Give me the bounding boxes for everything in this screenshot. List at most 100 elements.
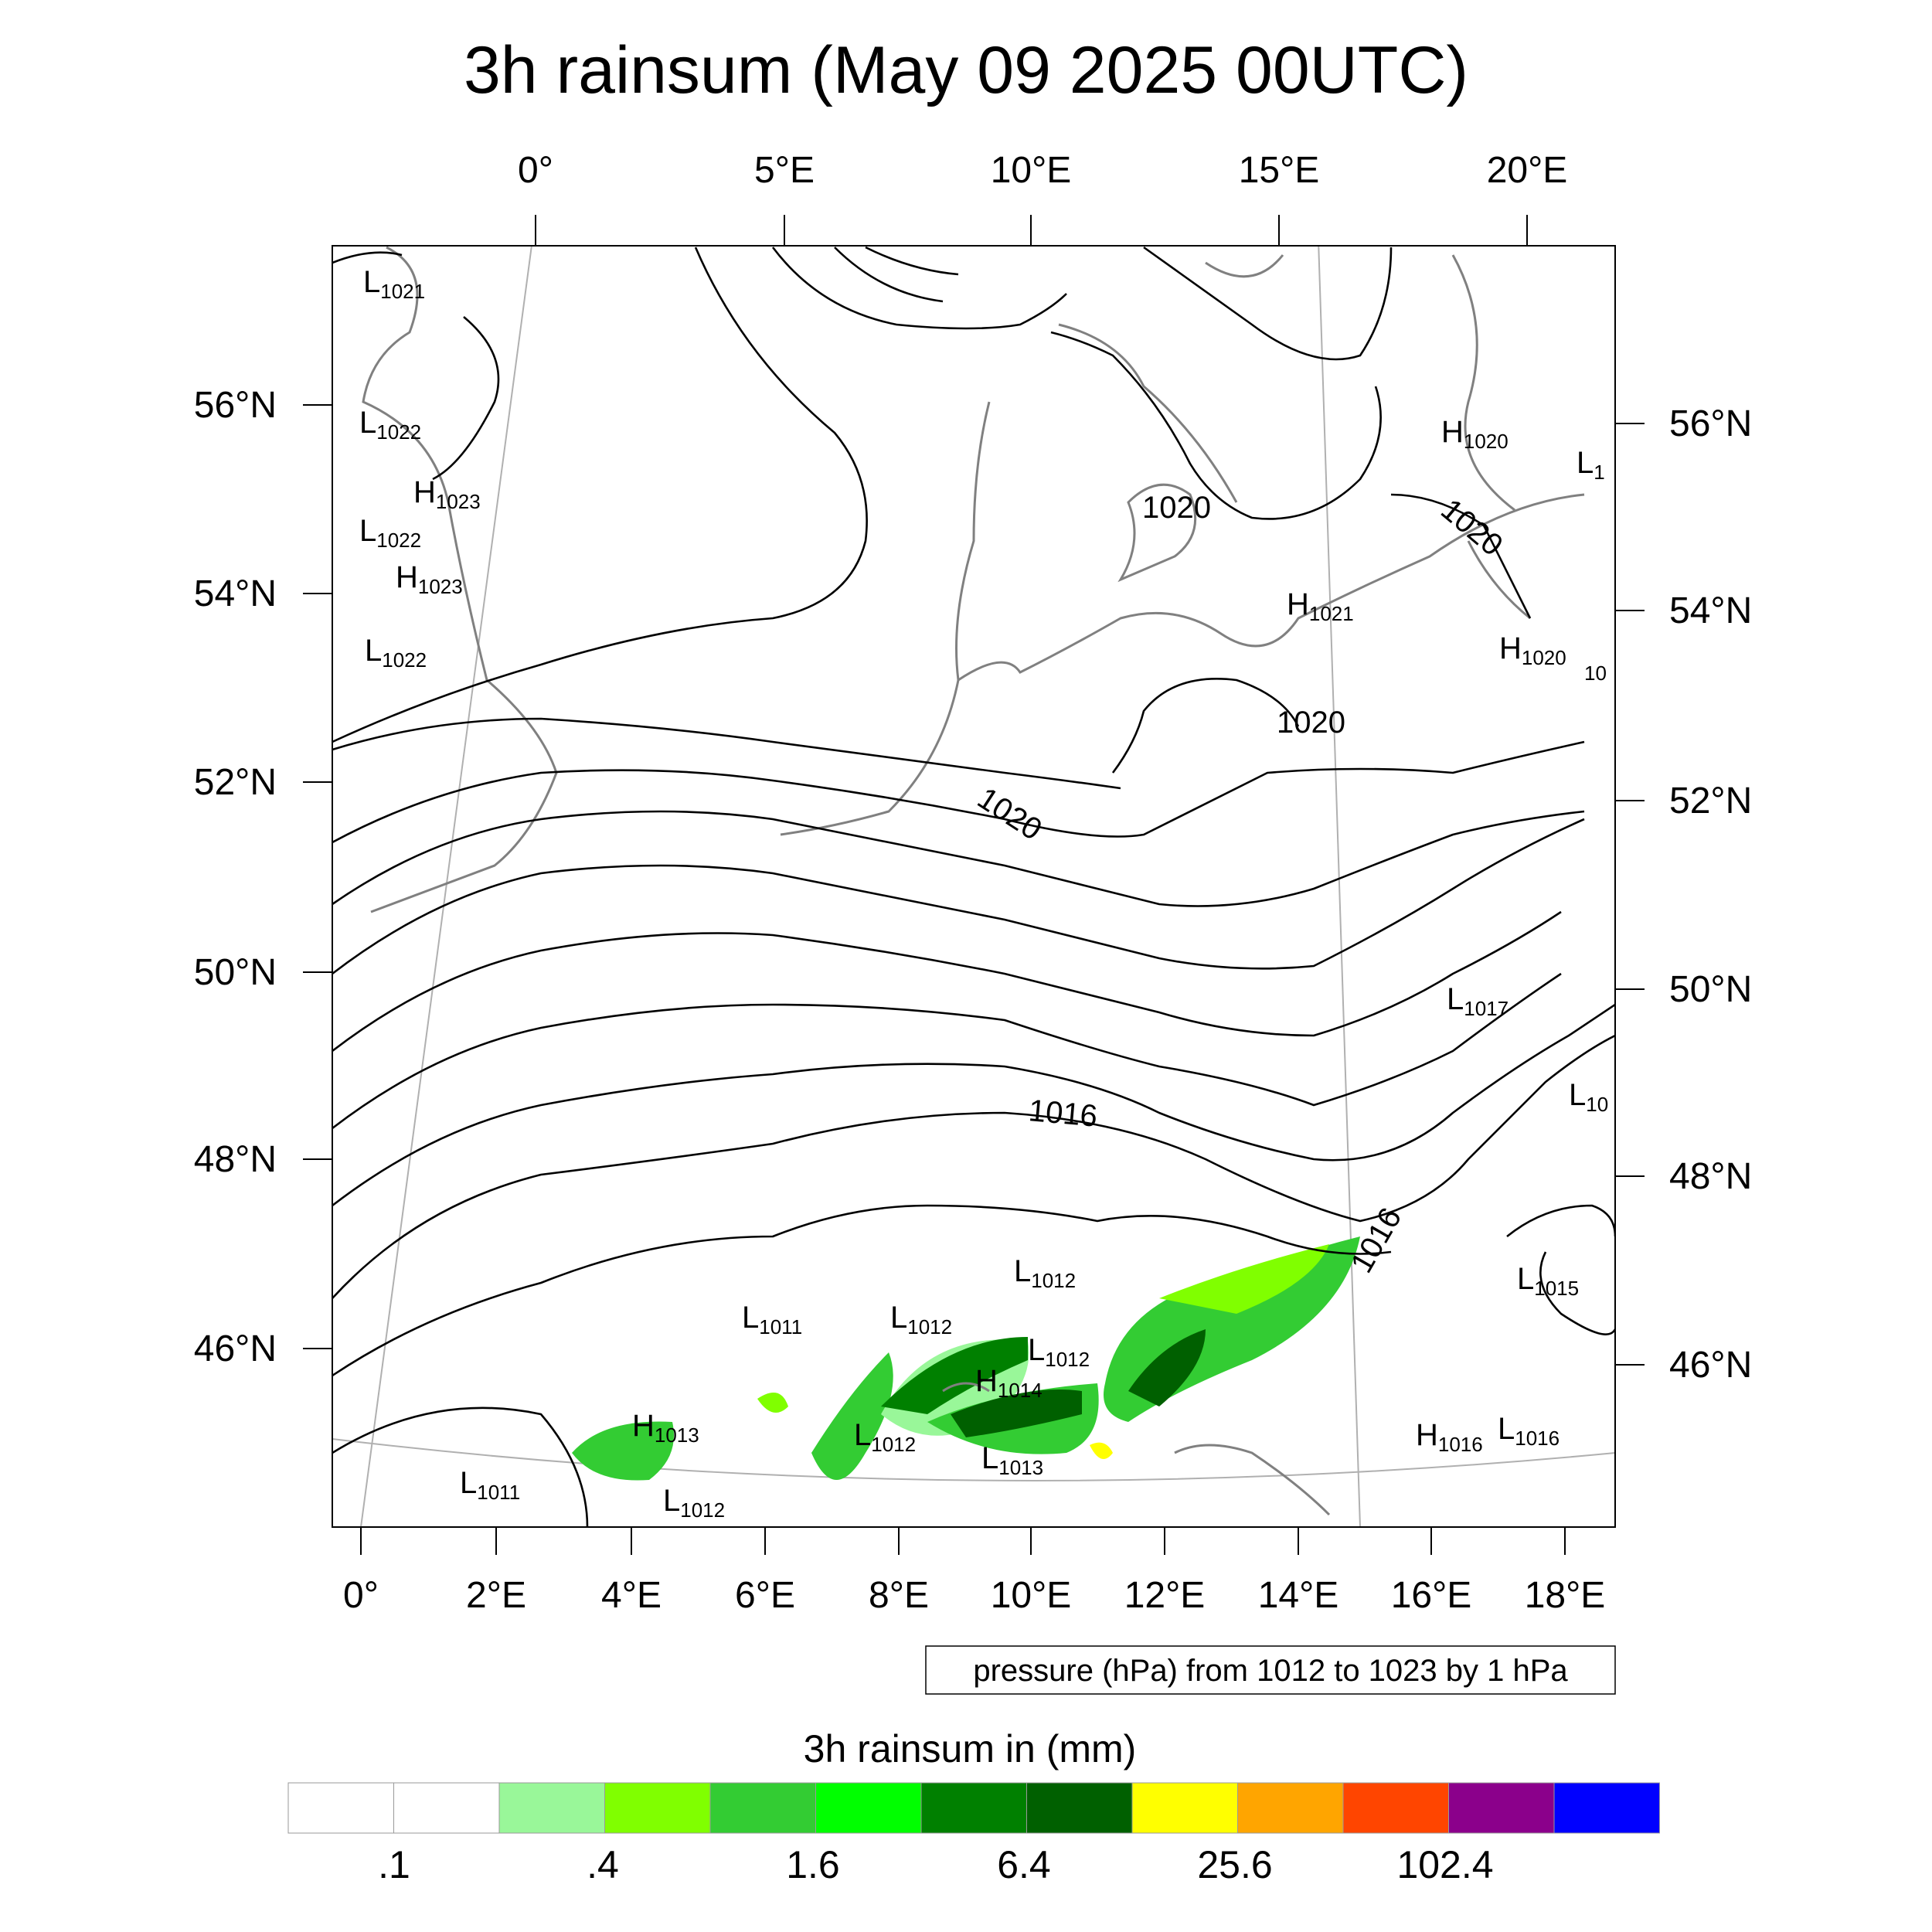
pressure-center-label: L1 [1577, 446, 1605, 484]
pressure-center-label: H1020 [1441, 415, 1509, 453]
lat-tick-label: 56°N [194, 385, 277, 426]
pressure-center-label: H1020 [1499, 631, 1566, 669]
colorbar-swatch [1448, 1782, 1555, 1834]
pressure-center-label: L1022 [359, 406, 421, 444]
colorbar-swatch [1342, 1782, 1449, 1834]
left-lat-axis [303, 404, 332, 1349]
rain-patch [1159, 1244, 1329, 1314]
lon-tick-label: 10°E [991, 1575, 1072, 1616]
lat-tick-label: 46°N [1669, 1345, 1752, 1386]
map-area: L1021 L1022 H1023 L1022 H1023 L1022 H102… [332, 246, 1615, 1527]
lon-tick-label: 0° [343, 1575, 379, 1616]
colorbar-tick-label: 102.4 [1396, 1843, 1493, 1886]
lon-tick-label: 16°E [1391, 1575, 1472, 1616]
pressure-center-label: L1012 [1014, 1254, 1076, 1292]
colorbar-swatch [393, 1782, 500, 1834]
pressure-systems: L1021 L1022 H1023 L1022 H1023 L1022 H102… [359, 265, 1608, 1522]
lon-tick-label: 20°E [1487, 150, 1568, 191]
lat-tick-label: 52°N [1669, 781, 1752, 821]
colorbar-tick-label: 6.4 [997, 1843, 1051, 1886]
rain-patch [1128, 1329, 1206, 1406]
pressure-center-label: L1012 [854, 1418, 916, 1456]
pressure-center-label: L1011 [460, 1466, 520, 1504]
rain-patch [1090, 1442, 1113, 1459]
colorbar-tick-label: .4 [587, 1843, 619, 1886]
isobar-label: 1016 [1027, 1094, 1098, 1134]
pressure-center-label: H1016 [1416, 1418, 1483, 1456]
pressure-center-label: H1013 [632, 1409, 699, 1447]
pressure-center-label: L10 [1569, 1078, 1608, 1116]
colorbar-swatch [1026, 1782, 1133, 1834]
left-lat-labels: 56°N 54°N 52°N 50°N 48°N 46°N [194, 385, 277, 1369]
colorbar-tick-label: .1 [378, 1843, 410, 1886]
coastlines [362, 246, 1585, 1516]
lon-tick-label: 6°E [735, 1575, 795, 1616]
isobar-label: 1020 [1142, 491, 1211, 525]
map-title: 3h rainsum (May 09 2025 00UTC) [464, 33, 1468, 107]
lat-tick-label: 48°N [194, 1139, 277, 1180]
contour-note-box [925, 1645, 1616, 1695]
pressure-center-label: L1011 [742, 1301, 802, 1338]
isobar-labels: 1020 1020 1020 1020 1016 1016 [971, 491, 1509, 1279]
right-lat-labels: 56°N 54°N 52°N 50°N 48°N 46°N [1669, 403, 1752, 1386]
lat-tick-label: 46°N [194, 1328, 277, 1369]
lon-tick-label: 18°E [1525, 1575, 1606, 1616]
lat-tick-label: 54°N [194, 573, 277, 614]
isobar-label: 1020 [971, 781, 1048, 847]
lon-tick-label: 15°E [1239, 150, 1320, 191]
pressure-center-label: L1012 [1028, 1333, 1090, 1371]
lon-tick-label: 0° [518, 150, 553, 191]
pressure-center-label: H1021 [1287, 587, 1354, 625]
pressure-center-label: 10 [1584, 662, 1607, 685]
colorbar-title: 3h rainsum in (mm) [804, 1727, 1137, 1770]
lat-tick-label: 50°N [194, 952, 277, 993]
pressure-center-label: L1022 [365, 634, 427, 672]
colorbar-tick-label: 25.6 [1197, 1843, 1272, 1886]
rain-patch [881, 1337, 1028, 1414]
lon-tick-label: 2°E [466, 1575, 526, 1616]
pressure-center-label: L1012 [890, 1301, 952, 1338]
rain-field [572, 1236, 1360, 1481]
lon-tick-label: 14°E [1258, 1575, 1339, 1616]
colorbar [287, 1782, 1660, 1834]
lat-tick-label: 50°N [1669, 969, 1752, 1010]
right-lat-axis [1615, 423, 1645, 1366]
map-frame [332, 245, 1616, 1528]
contour-note: pressure (hPa) from 1012 to 1023 by 1 hP… [973, 1654, 1568, 1688]
pressure-center-label: H1023 [396, 560, 463, 598]
colorbar-swatch [1553, 1782, 1660, 1834]
bottom-lon-axis [360, 1527, 1566, 1555]
colorbar-swatch [604, 1782, 711, 1834]
colorbar-swatch [815, 1782, 922, 1834]
colorbar-labels: .1 .4 1.6 6.4 25.6 102.4 [378, 1843, 1493, 1886]
lat-tick-label: 56°N [1669, 403, 1752, 444]
lon-tick-label: 12°E [1124, 1575, 1206, 1616]
colorbar-tick-label: 1.6 [786, 1843, 840, 1886]
pressure-center-label: L1022 [359, 514, 421, 552]
colorbar-swatch [1237, 1782, 1344, 1834]
pressure-center-label: H1014 [975, 1364, 1043, 1402]
lon-tick-label: 10°E [991, 150, 1072, 191]
pressure-center-label: L1017 [1447, 982, 1509, 1020]
lat-tick-label: 48°N [1669, 1156, 1752, 1197]
rain-patch [951, 1389, 1082, 1437]
colorbar-swatch [709, 1782, 816, 1834]
colorbar-swatch [498, 1782, 605, 1834]
pressure-center-label: L1015 [1517, 1262, 1579, 1300]
colorbar-swatch [1131, 1782, 1238, 1834]
lon-tick-label: 5°E [754, 150, 815, 191]
top-lon-labels: 0° 5°E 10°E 15°E 20°E [518, 150, 1567, 191]
pressure-center-label: L1012 [663, 1484, 725, 1522]
bottom-lon-labels: 0° 2°E 4°E 6°E 8°E 10°E 12°E 14°E 16°E 1… [343, 1575, 1605, 1616]
rain-patch [757, 1393, 788, 1413]
colorbar-swatch [287, 1782, 394, 1834]
pressure-center-label: L1013 [981, 1441, 1043, 1479]
pressure-center-label: H1023 [413, 475, 481, 513]
rain-patch [811, 1352, 893, 1480]
lon-tick-label: 8°E [869, 1575, 929, 1616]
top-lon-axis [535, 215, 1528, 246]
lon-tick-label: 4°E [601, 1575, 662, 1616]
pressure-center-label: L1021 [363, 265, 425, 303]
colorbar-swatch [920, 1782, 1027, 1834]
